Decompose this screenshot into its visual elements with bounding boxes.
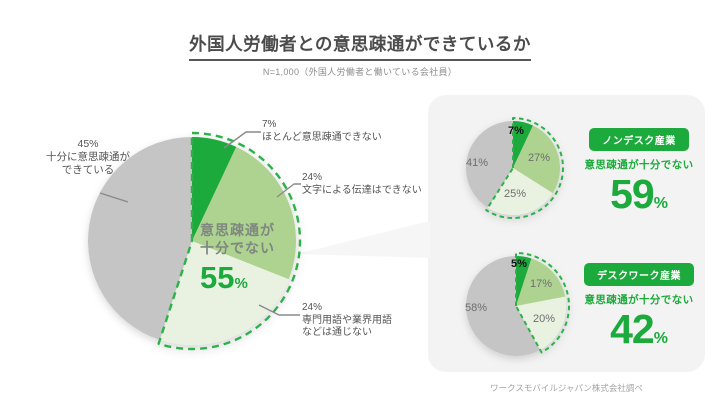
source-credit: ワークスモバイルジャパン株式会社調べ (490, 383, 643, 393)
nondesk-pie-chart (465, 117, 564, 219)
callout-sufficient-communication: 45% 十分に意思疎通が できている (46, 138, 130, 176)
pie-slice-nondesk-2 (487, 168, 553, 215)
page-title: 外国人労働者との意思疎通ができているか (189, 31, 531, 61)
main-pie-chart (87, 131, 302, 351)
nondesk-slice-label-27: 27% (528, 152, 551, 164)
deskwork-industry-badge: デスクワーク産業 (584, 263, 694, 286)
pie-dashed-highlight-overall (157, 131, 302, 351)
highlight-value: 55% (200, 260, 248, 295)
callout-almost-no-communication: 7% ほとんど意思疎通できない (262, 119, 382, 143)
main-pie-highlight: 意思疎通が 十分でない 55% (200, 221, 320, 299)
pie-slice-overall-2 (159, 241, 289, 345)
pie-dashed-highlight-desk (515, 252, 570, 354)
pie-slice-overall-0 (192, 137, 237, 241)
leader-line-24pct-text (276, 183, 301, 198)
desk-slice-label-17: 17% (530, 278, 553, 290)
pie-slice-desk-0 (516, 256, 532, 306)
nondesk-summary: ノンデスク産業 意思疎通が十分でない 59% (568, 128, 710, 225)
pie-slice-desk-3 (465, 256, 541, 356)
desk-slice-label-20: 20% (533, 313, 556, 325)
pie-slice-nondesk-3 (465, 120, 513, 208)
leader-line-45pct (99, 192, 129, 203)
callout-technical-terms: 24% 専門用語や業界用語 などは通じない (302, 302, 392, 338)
nondesk-slice-label-41: 41% (466, 157, 489, 169)
pie-slice-overall-1 (192, 146, 296, 280)
pie-slice-nondesk-0 (513, 121, 534, 168)
highlight-label-line1: 意思疎通が (200, 222, 275, 238)
nondesk-slice-label-25: 25% (504, 188, 527, 200)
page-title-row: 外国人労働者との意思疎通ができているか (0, 31, 720, 61)
nondesk-slice-label-7: 7% (508, 125, 524, 137)
highlight-label-line2: 十分でない (200, 240, 275, 256)
pie-slice-nondesk-1 (513, 125, 560, 194)
deskwork-summary: デスクワーク産業 意思疎通が十分でない 42% (568, 263, 710, 360)
deskwork-caption: 意思疎通が十分でない (584, 294, 694, 306)
pie-slice-desk-1 (516, 258, 566, 306)
sample-size-subtitle: N=1,000（外国人労働者と働いている会社員） (262, 67, 458, 77)
deskwork-value: 42% (610, 306, 668, 352)
zoom-connector-beam (297, 221, 430, 258)
callout-leader-lines (99, 131, 301, 316)
deskwork-pie-chart (465, 252, 570, 356)
leader-line-7pct (223, 131, 261, 149)
desk-slice-label-58: 58% (465, 302, 488, 314)
desk-slice-label-5: 5% (511, 258, 527, 270)
leader-line-24pct-jargon (258, 304, 300, 316)
pie-slice-desk-2 (516, 296, 566, 350)
nondesk-value: 59% (610, 171, 668, 217)
nondesk-caption: 意思疎通が十分でない (584, 159, 694, 171)
nondesk-industry-badge: ノンデスク産業 (589, 128, 689, 151)
callout-written-communication: 24% 文字による伝達はできない (302, 172, 422, 196)
pie-slice-overall-3 (87, 137, 192, 340)
pie-dashed-highlight-nondesk (485, 117, 564, 219)
